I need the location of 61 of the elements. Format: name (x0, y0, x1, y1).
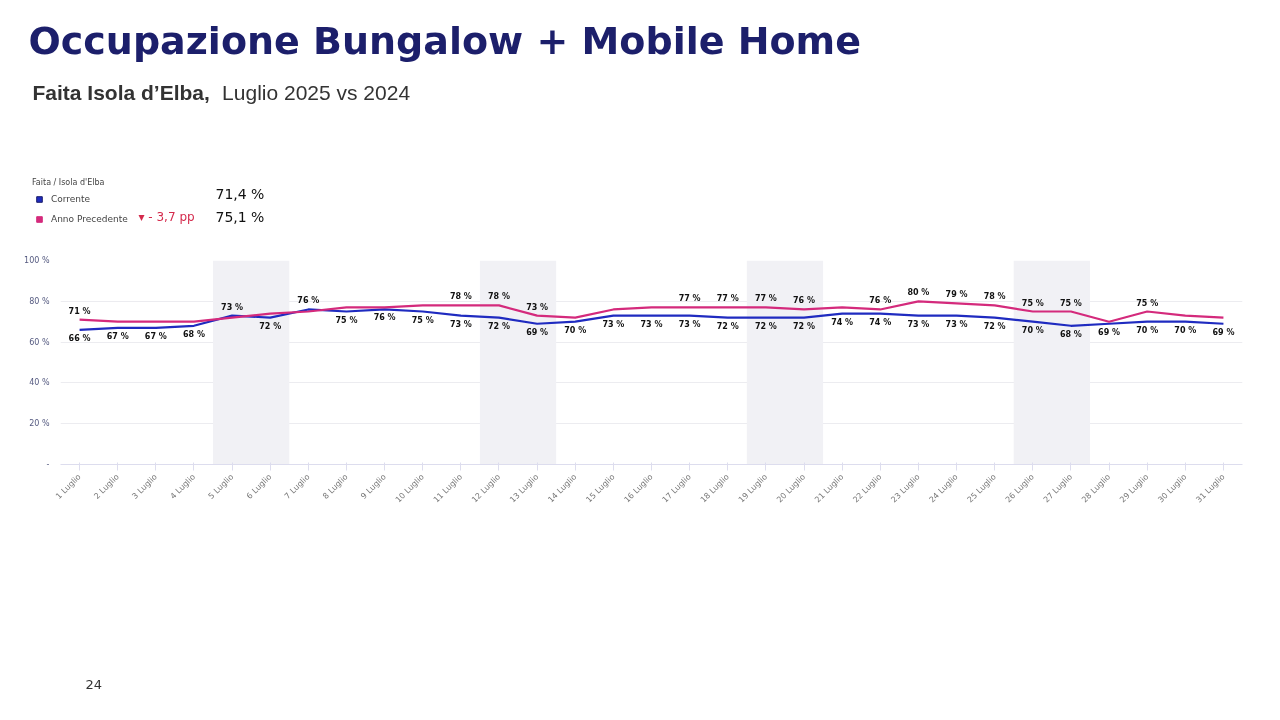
data-label: 77 % (678, 294, 701, 304)
data-label: 73 % (221, 302, 244, 312)
data-label: 70 % (564, 325, 587, 335)
y-tick-label: 40 % (29, 378, 50, 388)
data-label: 67 % (144, 331, 167, 341)
y-tick-label: 60 % (29, 337, 50, 347)
data-label: 78 % (449, 292, 472, 302)
data-label: 76 % (793, 296, 815, 306)
chart-subtitle: Faita Isola d’Elba, Luglio 2025 vs 2024 (32, 80, 411, 104)
data-label: 75 % (411, 315, 434, 325)
data-label: 76 % (373, 313, 396, 323)
data-label: 79 % (945, 290, 968, 300)
data-label: 75 % (1136, 298, 1159, 308)
data-label: 77 % (754, 294, 777, 304)
data-label: 76 % (869, 296, 892, 306)
data-label: 69 % (526, 327, 549, 337)
text: 24 (85, 676, 103, 692)
data-label: 80 % (907, 288, 930, 298)
data-label: 73 % (945, 319, 968, 329)
chart-title: Occupazione Bungalow + Mobile Home (28, 18, 861, 63)
data-label: 75 % (1021, 298, 1044, 308)
data-label: 70 % (1136, 325, 1159, 335)
data-label: 68 % (1059, 329, 1082, 339)
data-label: 70 % (1174, 325, 1197, 335)
data-label: 72 % (754, 321, 777, 331)
y-tick-label: 20 % (29, 419, 50, 429)
legend-title: Faita / Isola d'Elba (32, 178, 106, 187)
text: 71,4 % (215, 185, 265, 202)
text: ▾ - 3,7 pp (138, 209, 195, 224)
data-label: 69 % (1098, 327, 1121, 337)
data-label: 73 % (678, 319, 701, 329)
data-label: 70 % (1021, 325, 1044, 335)
text: 75,1 % (215, 208, 265, 225)
data-label: 75 % (1059, 298, 1082, 308)
data-label: 68 % (182, 329, 205, 339)
data-label: 73 % (640, 319, 663, 329)
data-label: 66 % (68, 333, 91, 343)
data-label: 69 % (1212, 327, 1235, 337)
data-label: 78 % (488, 292, 510, 302)
data-label: 71 % (68, 306, 91, 316)
y-tick-label: 100 % (24, 256, 50, 265)
data-label: 73 % (449, 319, 472, 329)
data-label: 78 % (983, 292, 1006, 302)
legend-label: Corrente (51, 193, 91, 206)
data-label: 75 % (335, 315, 358, 325)
data-label: 72 % (488, 321, 510, 331)
data-label: 72 % (983, 321, 1006, 331)
data-label: 74 % (869, 317, 892, 327)
data-label: 73 % (907, 319, 930, 329)
data-label: 72 % (259, 321, 282, 331)
data-label: 76 % (297, 296, 320, 306)
data-label: 72 % (716, 321, 739, 331)
data-label: 73 % (602, 319, 625, 329)
legend-label: Anno Precedente (51, 213, 128, 226)
data-label: 77 % (716, 294, 739, 304)
data-label: 67 % (106, 331, 129, 341)
y-tick-label: - (46, 460, 50, 469)
y-tick-label: 80 % (29, 296, 50, 306)
data-label: 74 % (831, 317, 854, 327)
data-label: 72 % (793, 321, 815, 331)
data-label: 73 % (526, 302, 549, 312)
